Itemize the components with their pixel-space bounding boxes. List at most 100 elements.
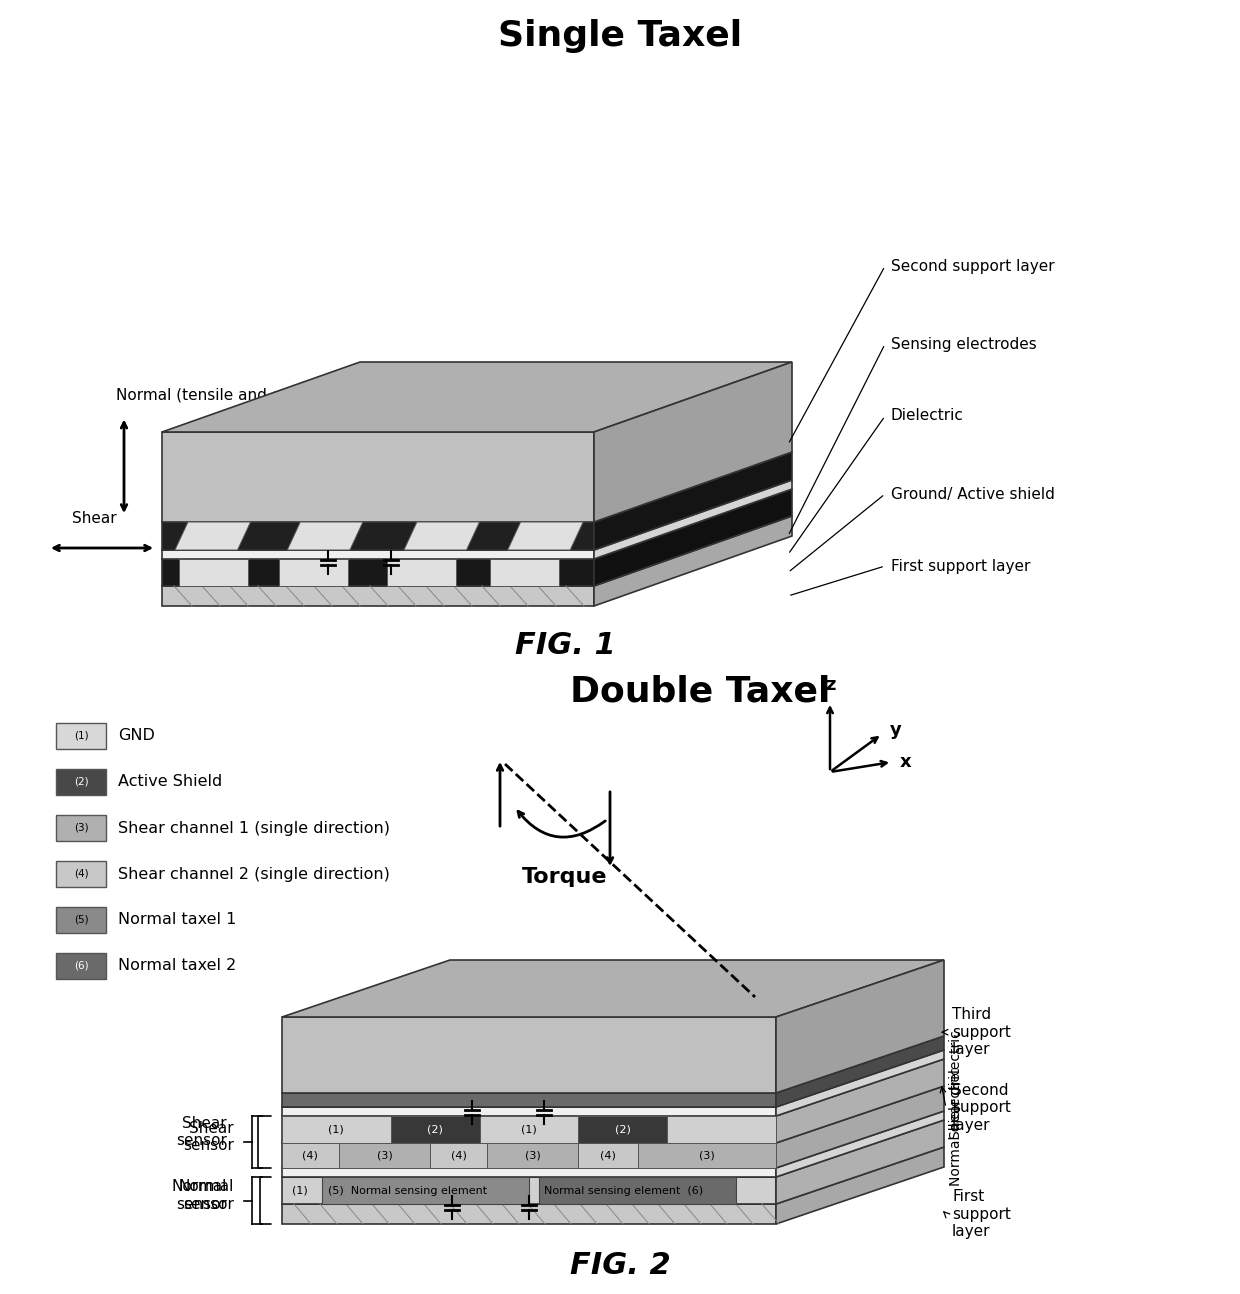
Polygon shape xyxy=(594,452,792,550)
Bar xyxy=(56,769,105,795)
Polygon shape xyxy=(281,1106,776,1115)
Text: (4): (4) xyxy=(600,1150,616,1161)
Polygon shape xyxy=(281,1049,944,1106)
Polygon shape xyxy=(281,1017,776,1093)
Polygon shape xyxy=(281,1036,944,1093)
Polygon shape xyxy=(281,1143,339,1168)
Polygon shape xyxy=(281,960,944,1017)
Polygon shape xyxy=(180,559,248,586)
Polygon shape xyxy=(162,516,792,586)
Polygon shape xyxy=(321,1178,529,1203)
Text: Active Shield: Active Shield xyxy=(118,775,222,789)
Polygon shape xyxy=(162,489,792,559)
Polygon shape xyxy=(281,1143,776,1168)
Text: Double Taxel: Double Taxel xyxy=(570,674,831,708)
Text: First
support
layer: First support layer xyxy=(952,1189,1011,1238)
Polygon shape xyxy=(162,432,594,521)
Polygon shape xyxy=(637,1143,776,1168)
Polygon shape xyxy=(281,1086,944,1143)
Bar xyxy=(56,907,105,933)
Polygon shape xyxy=(175,521,250,550)
Text: (1): (1) xyxy=(73,731,88,741)
Text: Normal taxel 1: Normal taxel 1 xyxy=(118,912,237,928)
Text: Ground/ Active shield: Ground/ Active shield xyxy=(892,487,1055,502)
Text: GND: GND xyxy=(118,729,155,744)
Text: Shear channel 2 (single direction): Shear channel 2 (single direction) xyxy=(118,867,389,881)
Polygon shape xyxy=(487,1143,578,1168)
Polygon shape xyxy=(162,550,594,559)
Text: (3): (3) xyxy=(377,1150,392,1161)
Polygon shape xyxy=(281,1115,391,1143)
Text: FIG. 1: FIG. 1 xyxy=(515,631,615,660)
Polygon shape xyxy=(776,960,944,1093)
Polygon shape xyxy=(480,1115,578,1143)
Text: Dielectric: Dielectric xyxy=(892,409,963,423)
Text: Shear
sensor: Shear sensor xyxy=(176,1115,227,1148)
Text: (4): (4) xyxy=(303,1150,319,1161)
Text: (4): (4) xyxy=(450,1150,466,1161)
Polygon shape xyxy=(594,489,792,586)
Polygon shape xyxy=(776,1112,944,1178)
Text: Normal
sensor: Normal sensor xyxy=(179,1179,234,1211)
Text: Normal dielectric: Normal dielectric xyxy=(949,1068,963,1187)
Bar xyxy=(56,952,105,980)
Text: Normal taxel 2: Normal taxel 2 xyxy=(118,959,237,973)
Polygon shape xyxy=(594,362,792,521)
Polygon shape xyxy=(776,1146,944,1224)
Text: (3): (3) xyxy=(73,823,88,833)
Text: (5): (5) xyxy=(73,915,88,925)
Polygon shape xyxy=(776,1036,944,1106)
Polygon shape xyxy=(281,1058,944,1115)
Polygon shape xyxy=(594,516,792,606)
Text: (1): (1) xyxy=(329,1124,345,1135)
Text: y: y xyxy=(890,721,901,739)
Bar xyxy=(56,815,105,841)
Text: (3): (3) xyxy=(525,1150,541,1161)
Text: (1): (1) xyxy=(291,1185,308,1196)
Polygon shape xyxy=(281,1203,776,1224)
Polygon shape xyxy=(776,1049,944,1115)
Text: (5)  Normal sensing element: (5) Normal sensing element xyxy=(327,1185,486,1196)
Text: Torque: Torque xyxy=(522,867,608,886)
Polygon shape xyxy=(507,521,583,550)
Text: FIG. 2: FIG. 2 xyxy=(569,1251,671,1281)
Polygon shape xyxy=(776,1058,944,1143)
Polygon shape xyxy=(490,559,559,586)
Polygon shape xyxy=(281,1121,944,1178)
Polygon shape xyxy=(776,1086,944,1168)
Polygon shape xyxy=(162,362,792,432)
Text: (4): (4) xyxy=(73,870,88,879)
Text: Single Taxel: Single Taxel xyxy=(498,19,742,53)
Text: Third
support
layer: Third support layer xyxy=(952,1007,1011,1057)
Text: (6): (6) xyxy=(73,961,88,970)
Text: Normal sensing element  (6): Normal sensing element (6) xyxy=(544,1185,703,1196)
Polygon shape xyxy=(594,480,792,559)
Text: Normal (tensile and compressive): Normal (tensile and compressive) xyxy=(117,388,374,402)
Polygon shape xyxy=(391,1115,480,1143)
Text: Shear
sensor: Shear sensor xyxy=(184,1121,234,1153)
Polygon shape xyxy=(430,1143,487,1168)
Polygon shape xyxy=(339,1143,430,1168)
Polygon shape xyxy=(162,480,792,550)
Text: (2): (2) xyxy=(428,1124,443,1135)
Polygon shape xyxy=(288,521,363,550)
Polygon shape xyxy=(578,1115,667,1143)
Polygon shape xyxy=(281,1115,776,1143)
Polygon shape xyxy=(281,1112,944,1168)
Text: Second support layer: Second support layer xyxy=(892,259,1055,273)
Polygon shape xyxy=(281,1168,776,1178)
Text: z: z xyxy=(825,675,836,694)
Text: Shear channel 1 (single direction): Shear channel 1 (single direction) xyxy=(118,820,391,836)
Polygon shape xyxy=(162,559,594,586)
Polygon shape xyxy=(162,452,792,521)
Polygon shape xyxy=(162,521,594,550)
Text: First support layer: First support layer xyxy=(892,559,1030,573)
Bar xyxy=(56,861,105,886)
Text: Normal
sensor: Normal sensor xyxy=(171,1179,227,1211)
Polygon shape xyxy=(279,559,347,586)
Text: Sensing electrodes: Sensing electrodes xyxy=(892,336,1037,352)
Polygon shape xyxy=(404,521,480,550)
Polygon shape xyxy=(281,1146,944,1203)
Text: Shear: Shear xyxy=(72,511,117,525)
Text: (1): (1) xyxy=(521,1124,537,1135)
